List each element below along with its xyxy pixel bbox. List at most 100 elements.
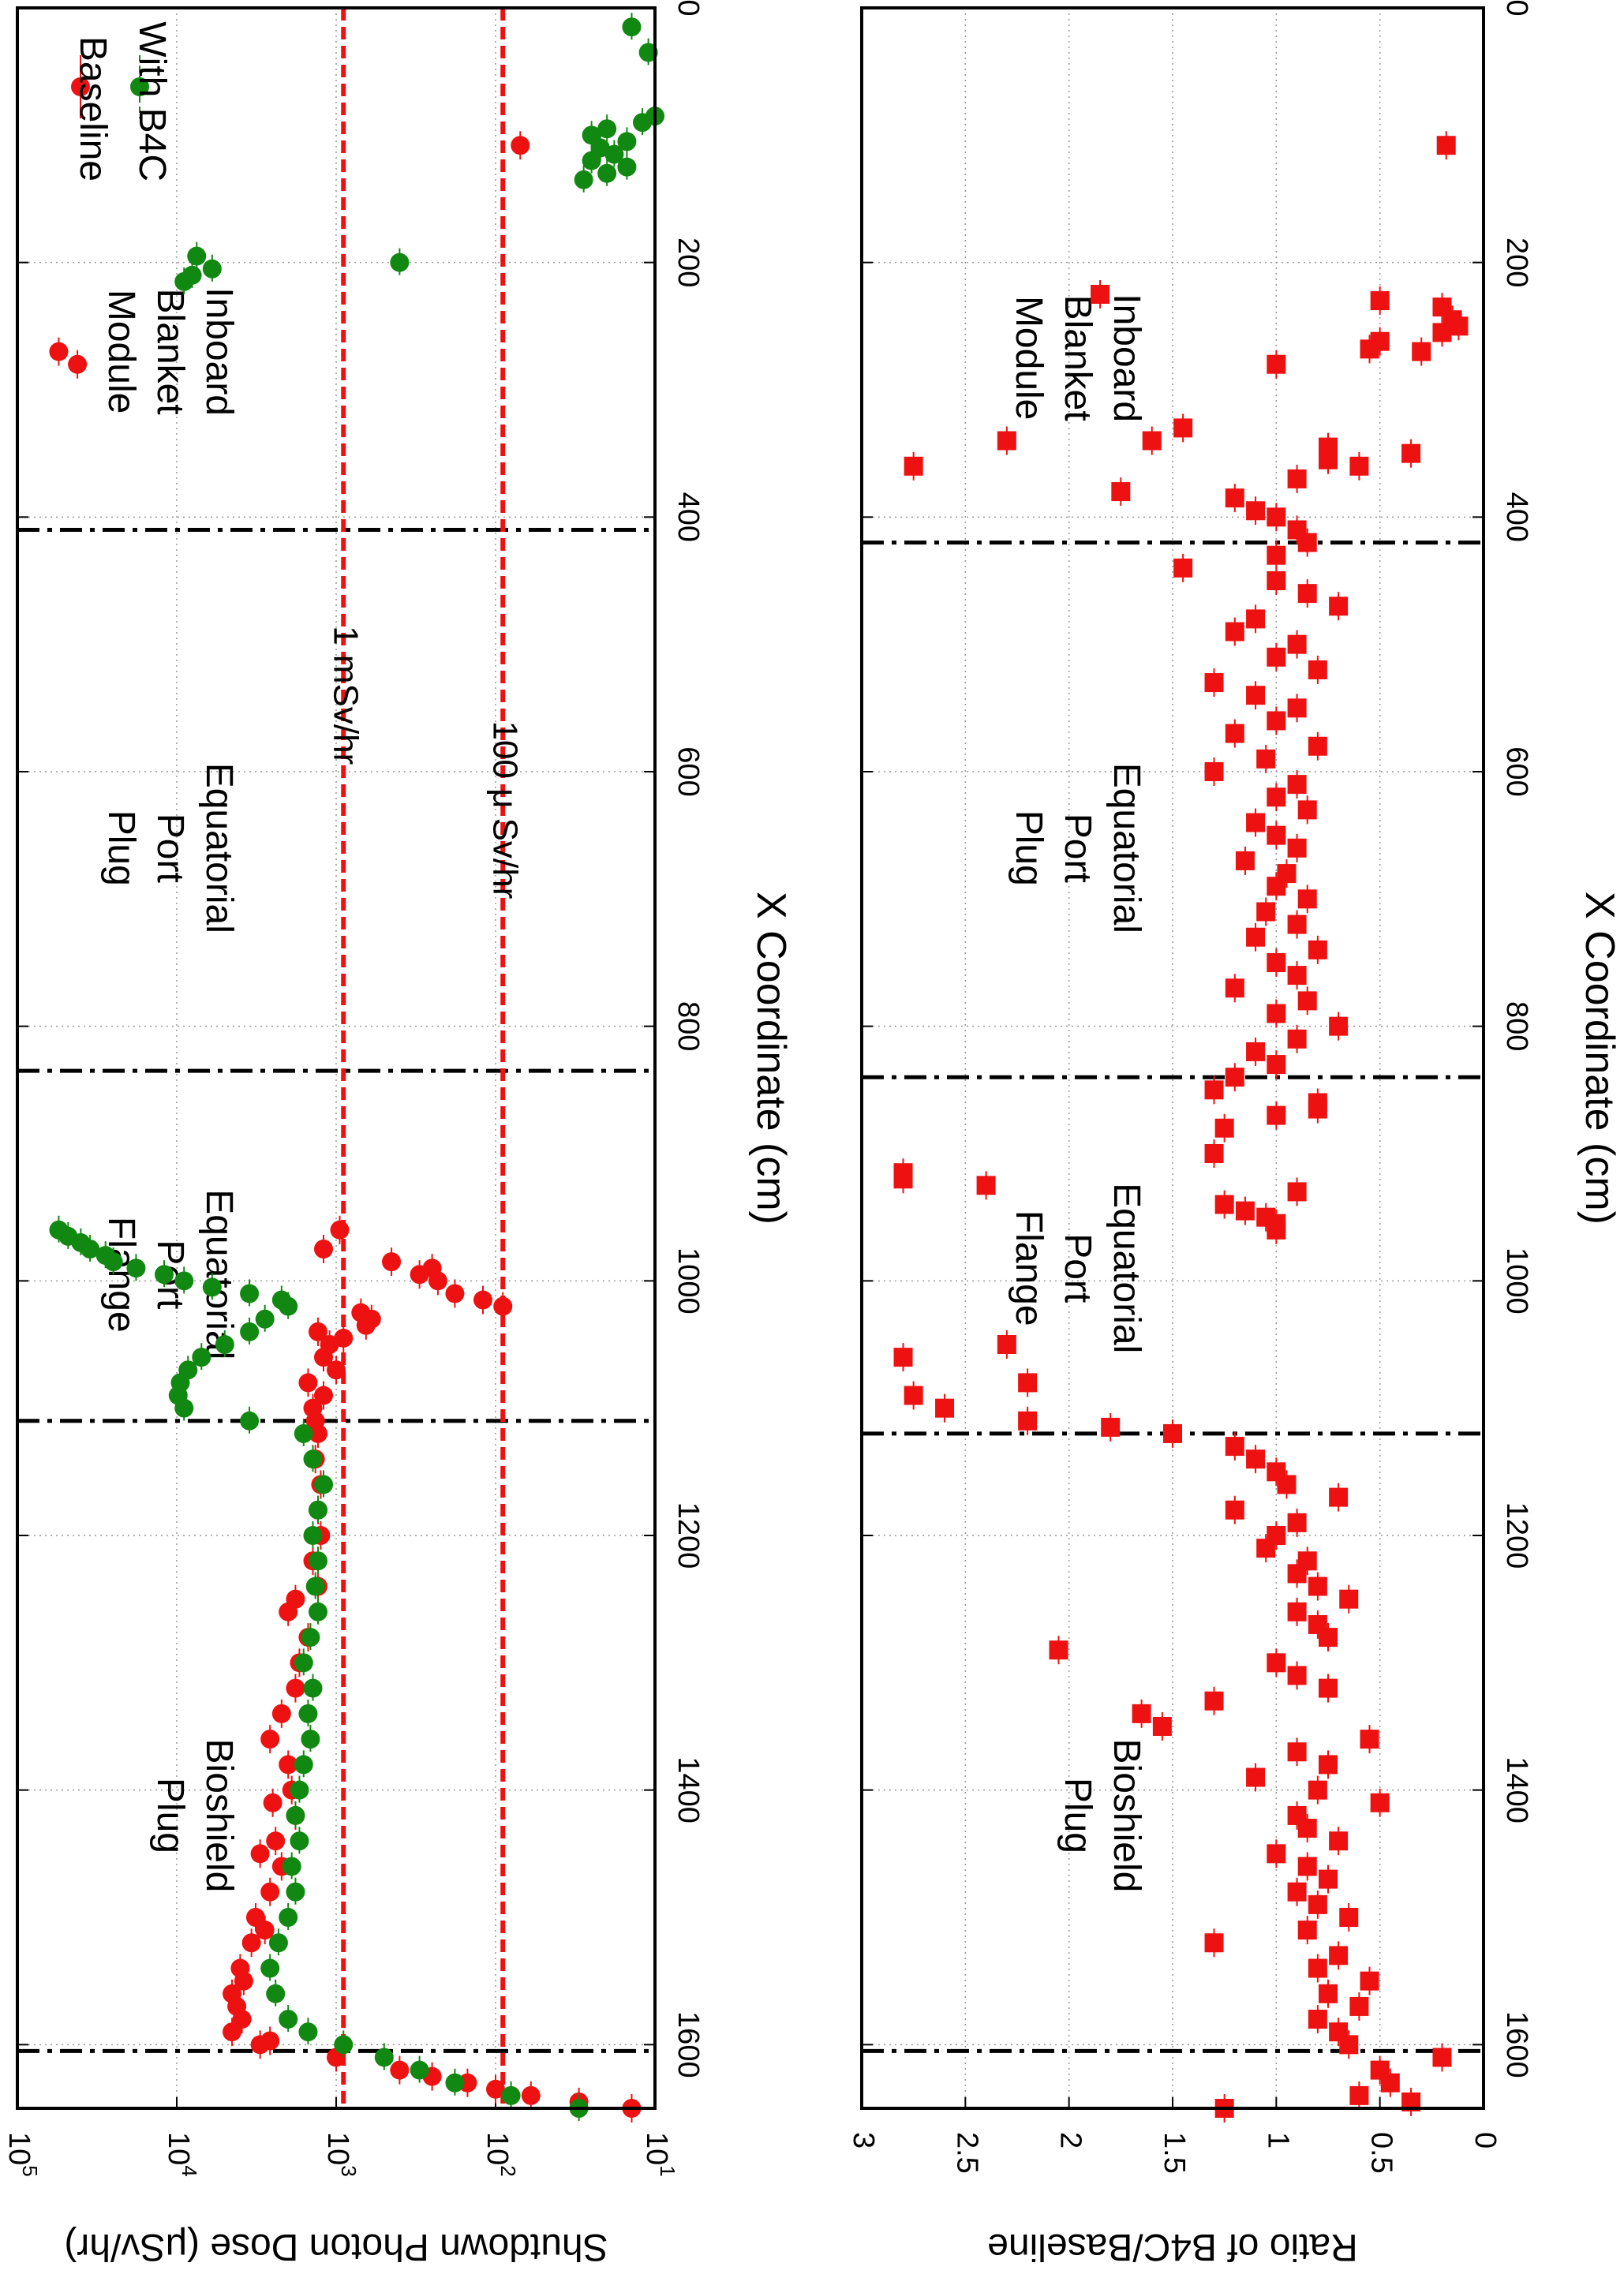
x-tick-label: 1600 — [1500, 2011, 1533, 2078]
y-tick-base: 10 — [2, 2132, 36, 2165]
data-point — [80, 1240, 100, 1259]
data-point — [1370, 291, 1390, 311]
data-point — [1018, 1373, 1038, 1393]
data-point — [1049, 1640, 1068, 1660]
region-label: Equatorial — [1106, 763, 1147, 933]
data-point — [1204, 762, 1224, 781]
dose-panel: 0200400600800100012001400160010110210310… — [2, 0, 794, 2268]
data-point — [356, 1315, 376, 1335]
data-point — [314, 1475, 334, 1494]
data-point — [904, 456, 923, 476]
ratio-panel: 0 200 400 600 800 1000 1200 1400 1600 0 0.5 1 1.5 2 2.… — [847, 0, 1622, 2268]
data-point — [1267, 647, 1286, 667]
data-point — [1319, 450, 1338, 469]
data-point — [1308, 1958, 1327, 1978]
data-point — [155, 1265, 174, 1285]
data-point — [410, 1265, 429, 1285]
region-label: Port — [149, 813, 191, 883]
y-axis-title: Shutdown Photon Dose (μSv/hr) — [64, 2226, 608, 2268]
data-point — [260, 1730, 280, 1749]
data-point — [1339, 2035, 1359, 2055]
data-point — [301, 1730, 320, 1749]
data-point — [314, 1386, 334, 1405]
y-tick-label: 2.5 — [950, 2132, 983, 2174]
data-point — [1225, 978, 1244, 998]
data-point — [308, 1602, 327, 1621]
data-point — [1287, 1513, 1307, 1532]
data-point — [445, 2073, 465, 2093]
data-point — [445, 1284, 465, 1303]
data-point — [1432, 2048, 1452, 2067]
data-point — [1246, 609, 1266, 629]
data-point — [1319, 1678, 1338, 1698]
data-point — [308, 1322, 327, 1341]
data-point — [305, 1576, 325, 1596]
data-point — [1329, 1946, 1349, 1965]
data-point — [1256, 902, 1276, 922]
data-point — [582, 151, 601, 170]
region-label: Plug — [1008, 810, 1050, 886]
data-point — [428, 1271, 447, 1291]
y-tick-label: 2 — [1054, 2132, 1087, 2149]
x-axis-title: X Coordinate (cm) — [748, 892, 794, 1225]
data-point — [997, 431, 1016, 451]
data-point — [1349, 1996, 1369, 2016]
data-point — [1329, 1831, 1349, 1851]
data-point — [410, 2060, 429, 2080]
data-point — [49, 342, 69, 361]
x-tick-label: 1400 — [1500, 1756, 1533, 1823]
data-point — [1339, 1589, 1359, 1609]
y-tick-label: 1 — [1261, 2132, 1294, 2149]
y-tick-base: 10 — [481, 2132, 514, 2165]
data-point — [1246, 927, 1266, 947]
data-point — [1225, 1437, 1244, 1457]
x-tick-label: 1200 — [1500, 1502, 1533, 1569]
data-point — [1267, 545, 1286, 565]
data-point — [597, 163, 617, 183]
data-point — [1319, 1984, 1338, 2003]
data-point — [294, 1423, 313, 1443]
data-point — [298, 1704, 318, 1723]
data-point — [215, 1335, 234, 1354]
data-point — [1287, 914, 1307, 934]
x-tick-label: 1200 — [672, 1502, 705, 1569]
data-point — [330, 1220, 350, 1240]
data-point — [271, 1704, 291, 1723]
data-point — [1287, 469, 1307, 488]
data-point — [1308, 1099, 1327, 1119]
data-point — [1297, 1819, 1317, 1838]
data-point — [1287, 1182, 1307, 1202]
data-point — [308, 1500, 327, 1520]
data-point — [202, 259, 222, 279]
y-tick-label: 104 — [162, 2132, 201, 2177]
data-point — [893, 1169, 913, 1189]
y-tick-base: 10 — [162, 2132, 195, 2165]
data-point — [1225, 1500, 1244, 1520]
y-tick-base: 10 — [321, 2132, 354, 2165]
data-point — [1225, 724, 1244, 743]
data-point — [1235, 851, 1255, 870]
data-point — [1308, 1780, 1327, 1800]
data-point — [1256, 749, 1276, 769]
x-axis-title: X Coordinate (cm) — [1577, 892, 1622, 1225]
data-point — [604, 144, 624, 164]
data-point — [279, 2010, 298, 2029]
data-point — [1380, 2073, 1400, 2093]
region-label: Bioshield — [198, 1739, 240, 1893]
data-point — [1287, 838, 1307, 858]
region-label: Inboard — [1106, 294, 1147, 422]
y-tick-label: 105 — [2, 2132, 42, 2177]
region-label: Bioshield — [1106, 1739, 1147, 1893]
data-point — [279, 1755, 298, 1775]
data-point — [1287, 634, 1307, 654]
data-point — [486, 2079, 505, 2099]
data-point — [493, 1296, 513, 1316]
region-label: Port — [1057, 813, 1098, 883]
data-point — [1235, 1201, 1255, 1221]
data-point — [308, 1423, 327, 1443]
data-point — [240, 1411, 260, 1431]
data-point — [1287, 775, 1307, 795]
data-point — [1319, 1869, 1338, 1889]
data-point — [68, 354, 88, 374]
region-label: Inboard — [198, 287, 240, 416]
